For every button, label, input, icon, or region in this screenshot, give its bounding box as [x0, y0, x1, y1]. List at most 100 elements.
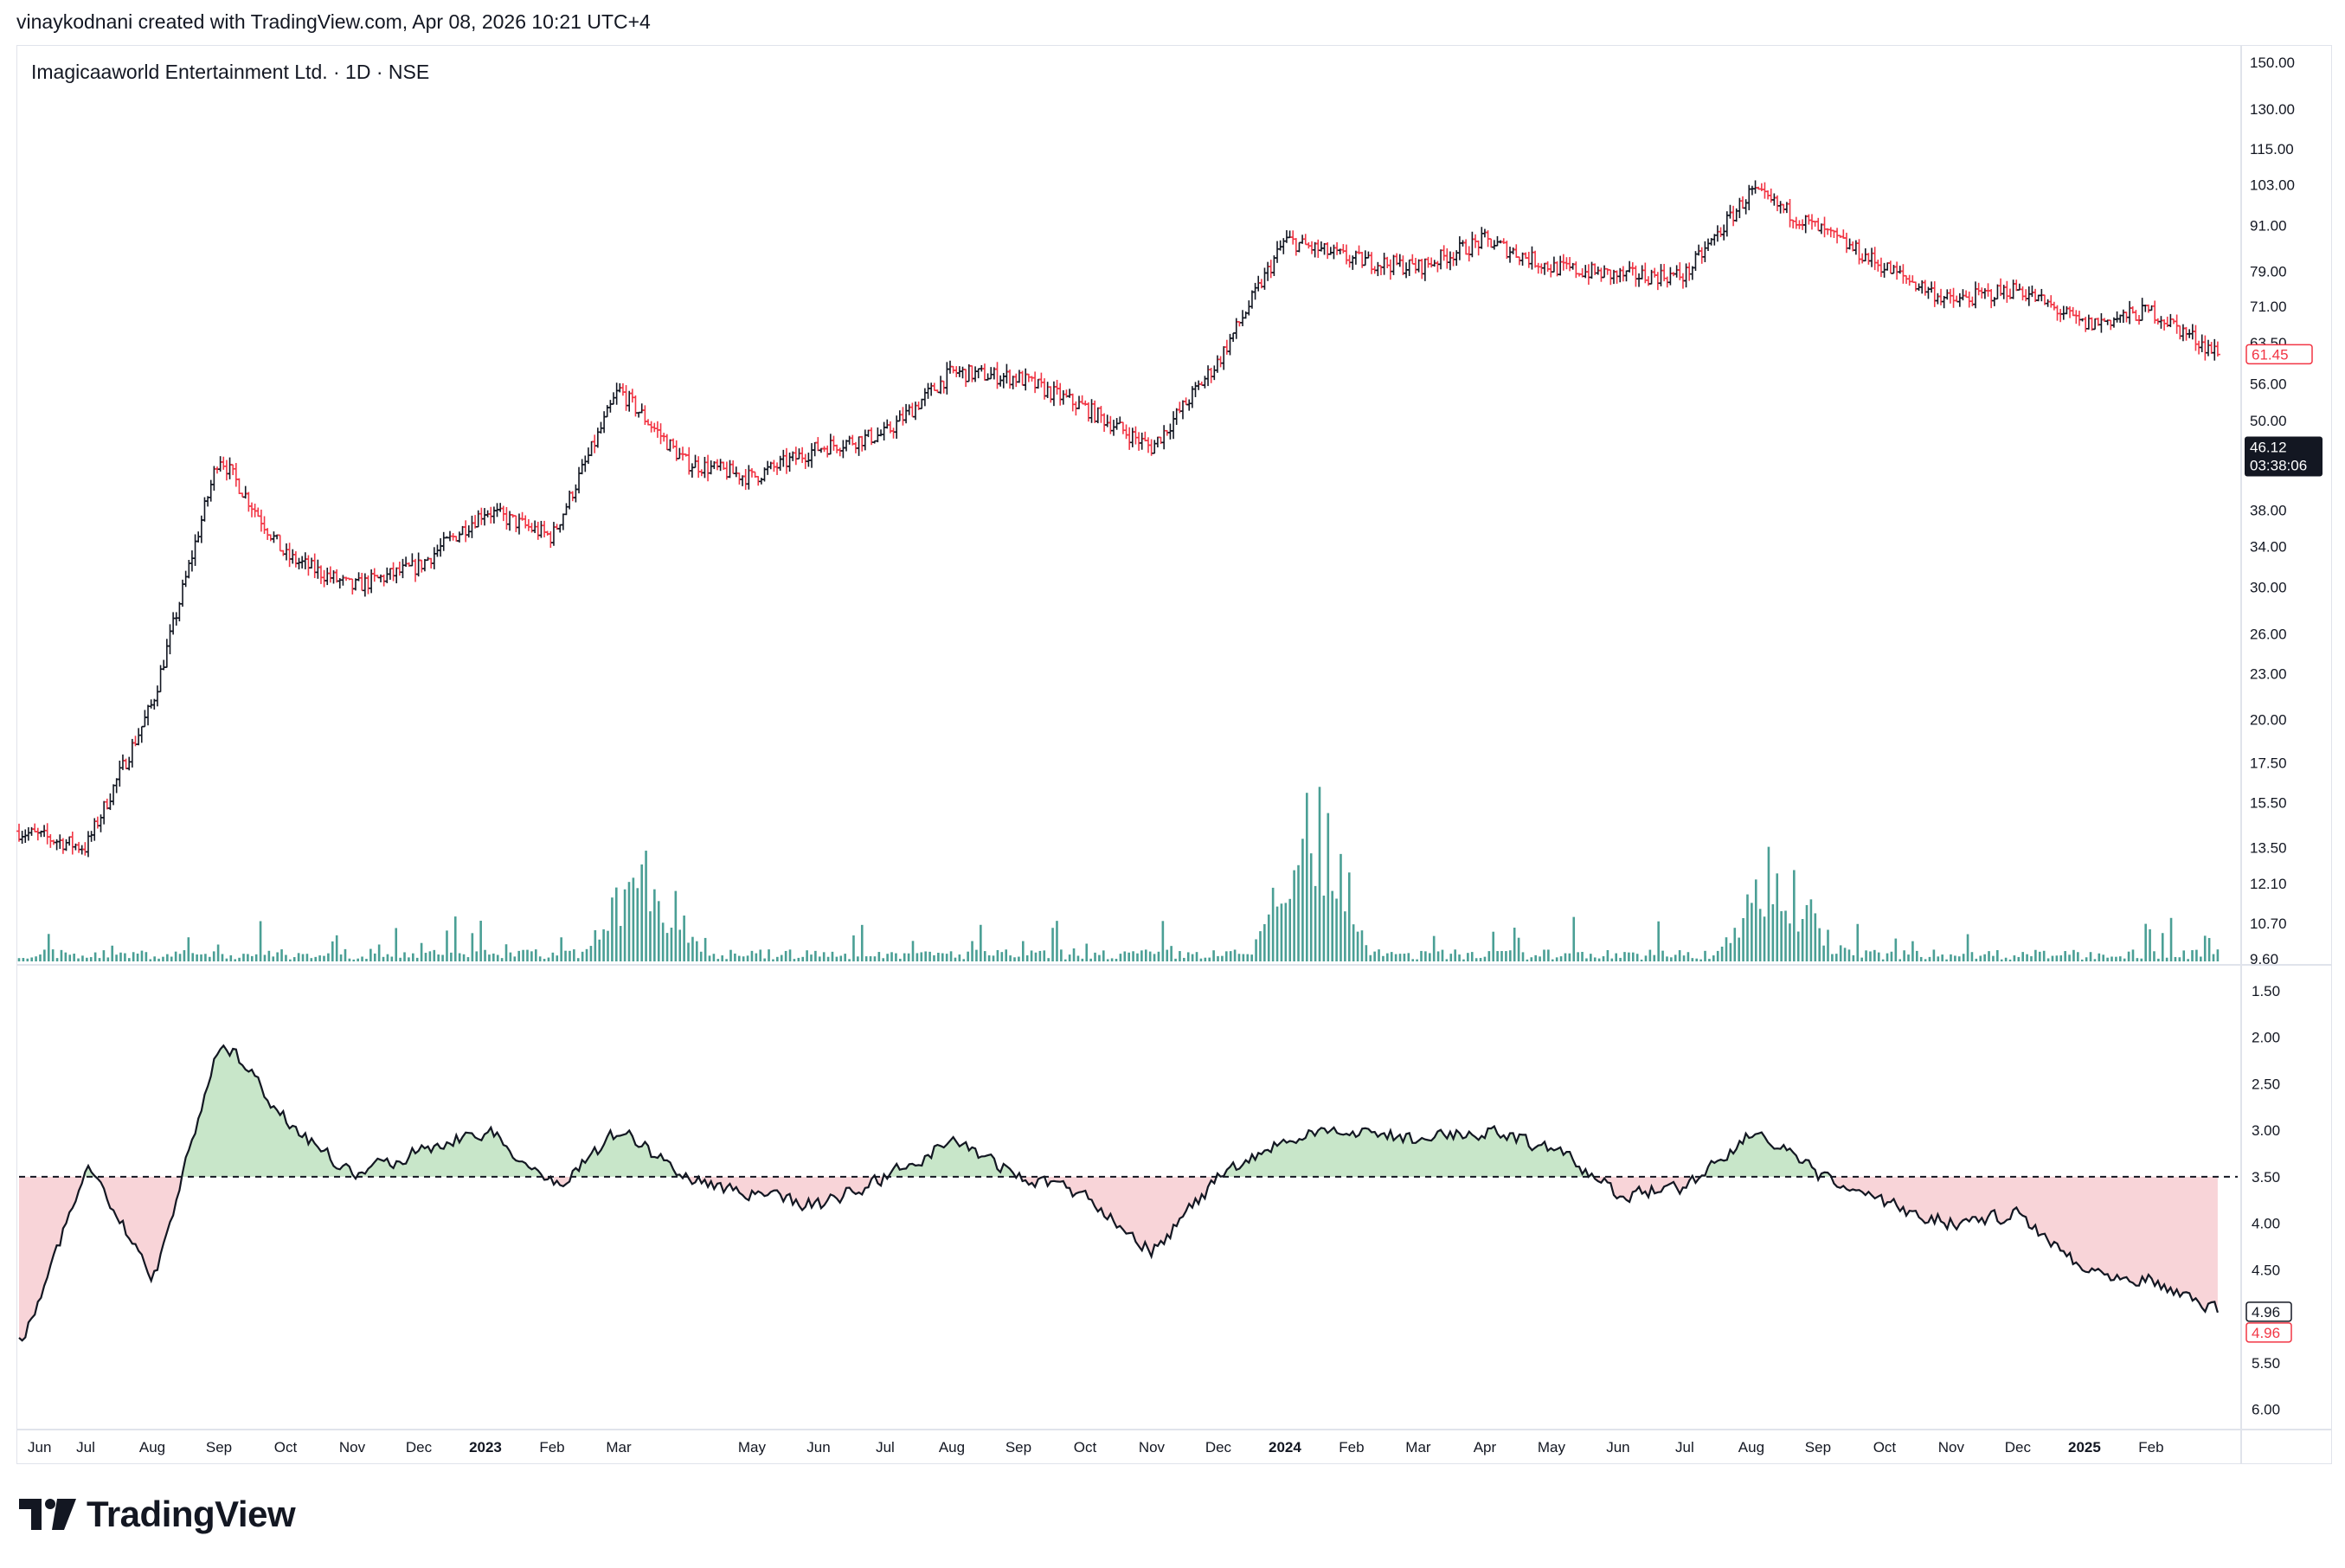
price-bar	[208, 479, 214, 502]
price-bar	[1558, 255, 1564, 276]
volume-bar	[1275, 906, 1279, 961]
price-bar	[846, 435, 852, 445]
volume-bar	[1581, 952, 1584, 961]
price-bar	[2020, 286, 2026, 301]
price-bar	[1315, 239, 1321, 259]
price-bar	[658, 423, 664, 445]
volume-bar	[696, 941, 698, 961]
tradingview-logo[interactable]: TradingView	[19, 1488, 296, 1540]
price-bar	[113, 778, 119, 794]
price-tick-label: 38.00	[2250, 502, 2287, 518]
price-tick-label: 79.00	[2250, 264, 2287, 280]
price-bar	[177, 601, 183, 622]
price-bar	[1721, 224, 1727, 241]
price-bar	[2098, 312, 2104, 333]
price-bar	[1019, 370, 1025, 386]
volume-bar	[653, 889, 656, 961]
price-bar	[1202, 376, 1208, 389]
price-bar	[1507, 247, 1513, 263]
price-bar	[292, 551, 299, 568]
time-tick-label: Apr	[1474, 1439, 1497, 1456]
volume-bar	[1454, 949, 1456, 961]
volume-bar	[162, 956, 164, 961]
volume-bar	[1881, 959, 1885, 961]
volume-bar	[1144, 949, 1147, 961]
price-bar	[1246, 300, 1252, 316]
volume-bar	[1483, 956, 1487, 961]
last-price-badge: 61.45	[2245, 344, 2313, 365]
volume-bar	[1988, 951, 1990, 961]
volume-bar	[1957, 956, 1961, 961]
volume-bar	[127, 958, 131, 961]
price-bar	[1023, 368, 1029, 391]
volume-bar	[1195, 952, 1198, 961]
volume-bar	[1428, 953, 1431, 961]
price-bar	[1922, 280, 1928, 296]
price-bar	[111, 784, 117, 806]
price-tick-label: 13.50	[2250, 840, 2287, 857]
volume-bar	[576, 958, 580, 961]
price-bar	[1186, 399, 1192, 411]
price-bar	[1762, 182, 1768, 199]
price-bar	[286, 543, 292, 568]
price-bar	[403, 556, 409, 568]
volume-bar	[2144, 923, 2147, 961]
volume-bar	[1110, 958, 1114, 961]
volume-bar	[35, 956, 37, 961]
price-bar	[601, 411, 607, 434]
volume-bar	[153, 956, 156, 961]
price-bar	[1400, 255, 1406, 275]
volume-bar	[272, 956, 275, 961]
volume-bar	[216, 944, 220, 961]
indicator-fill-above	[1821, 1172, 1834, 1177]
price-bar	[2051, 301, 2057, 311]
volume-bar	[318, 955, 321, 961]
price-bar	[396, 562, 402, 576]
volume-bar	[479, 921, 482, 961]
price-bar	[667, 439, 673, 452]
volume-bar	[1597, 958, 1601, 961]
price-bar	[164, 639, 170, 668]
volume-bar	[1208, 957, 1211, 961]
price-bar	[1929, 281, 1935, 293]
price-bar	[1510, 247, 1516, 254]
volume-bar	[1666, 956, 1668, 961]
price-bar	[2208, 342, 2214, 354]
volume-bar	[1509, 950, 1512, 961]
volume-bar	[1382, 955, 1385, 961]
volume-bar	[1424, 951, 1427, 961]
volume-bar	[1559, 956, 1563, 961]
price-bar	[1089, 399, 1095, 423]
price-bar	[604, 405, 610, 418]
price-bar	[1192, 382, 1198, 397]
volume-bar	[22, 958, 25, 961]
volume-bar	[708, 955, 711, 961]
price-bar	[837, 447, 843, 457]
volume-bar	[768, 949, 770, 961]
volume-bar	[1166, 949, 1169, 961]
volume-bar	[2191, 950, 2194, 961]
price-bar	[1262, 267, 1268, 290]
volume-bar	[1856, 923, 1860, 961]
volume-bar	[1635, 954, 1639, 961]
price-bar	[1749, 185, 1755, 196]
volume-bar	[1847, 949, 1851, 961]
price-bar	[1252, 282, 1258, 300]
volume-bar	[780, 954, 783, 961]
volume-bar	[814, 950, 817, 961]
price-bar	[748, 468, 755, 478]
volume-bar	[1751, 903, 1753, 961]
price-bar	[246, 492, 252, 512]
volume-bar	[196, 954, 198, 961]
price-bar	[1265, 261, 1271, 281]
time-tick-label: Feb	[539, 1439, 564, 1456]
price-bar	[1007, 369, 1013, 389]
volume-bar	[17, 958, 21, 961]
price-bar	[1504, 241, 1510, 260]
price-bar	[890, 427, 896, 439]
price-bar	[1843, 232, 1849, 254]
volume-bar	[1865, 950, 1867, 961]
price-bar	[223, 459, 229, 481]
volume-bar	[822, 952, 826, 961]
